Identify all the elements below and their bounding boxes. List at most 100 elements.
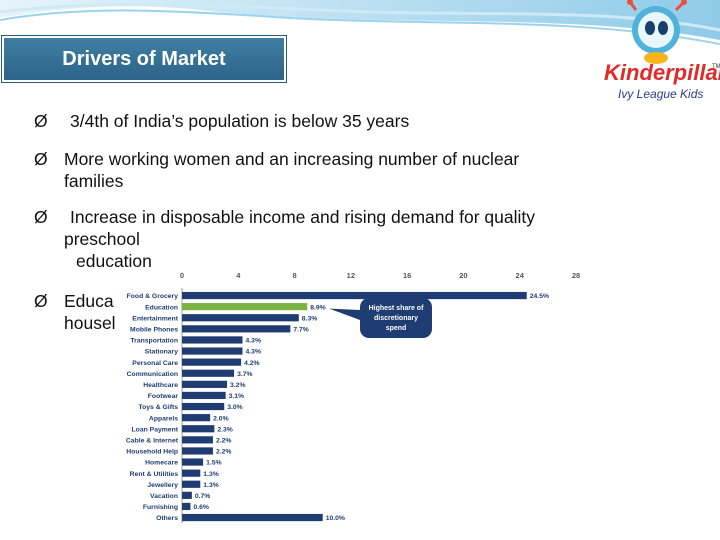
bar bbox=[182, 436, 213, 444]
category-label: Education bbox=[145, 304, 178, 311]
category-label: Footwear bbox=[148, 393, 179, 400]
logo-tm-text: TM bbox=[712, 64, 720, 70]
logo-brand-text: Kinderpillar bbox=[604, 60, 720, 85]
category-label: Vacation bbox=[150, 493, 178, 500]
category-label: Loan Payment bbox=[132, 426, 179, 433]
category-label: Cable & Internet bbox=[126, 437, 179, 444]
category-label: Toys & Gifts bbox=[138, 404, 178, 411]
value-label: 2.2% bbox=[216, 449, 232, 456]
callout-text: spend bbox=[386, 325, 407, 332]
category-label: Mobile Phones bbox=[130, 326, 178, 333]
category-label: Others bbox=[156, 515, 178, 522]
bar bbox=[182, 447, 213, 455]
kinderpillar-logo: Kinderpillar TM Ivy League Kids bbox=[604, 0, 720, 101]
category-label: Furnishing bbox=[143, 504, 178, 511]
bullet-arrow-icon: Ø bbox=[34, 291, 48, 311]
callout-text: Highest share of bbox=[369, 305, 425, 312]
value-label: 10.0% bbox=[326, 515, 345, 522]
value-label: 8.3% bbox=[302, 315, 318, 322]
bullet-item: Ø Educa housel bbox=[34, 290, 116, 334]
bar bbox=[182, 369, 235, 377]
value-label: 1.3% bbox=[203, 482, 219, 489]
value-label: 2.0% bbox=[213, 415, 229, 422]
category-label: Transportation bbox=[130, 338, 178, 345]
value-label: 2.2% bbox=[216, 437, 232, 444]
header-wave-decoration bbox=[0, 0, 720, 45]
bullet-item: Ø 3/4th of India’s population is below 3… bbox=[34, 110, 409, 132]
callout-pointer bbox=[329, 308, 360, 320]
value-label: 0.6% bbox=[193, 504, 209, 511]
bar bbox=[182, 325, 291, 333]
x-tick-label: 28 bbox=[572, 271, 580, 280]
bullet-text: More working women and an increasing num… bbox=[64, 149, 520, 169]
bar bbox=[182, 291, 527, 300]
value-label: 1.3% bbox=[203, 471, 219, 478]
logo-tagline-text: Ivy League Kids bbox=[618, 87, 703, 101]
x-tick-label: 20 bbox=[459, 271, 467, 280]
bullet-text: preschool bbox=[64, 229, 140, 249]
x-tick-label: 8 bbox=[292, 271, 296, 280]
bullet-item: Ø More working women and an increasing n… bbox=[34, 148, 519, 192]
x-tick-label: 4 bbox=[236, 271, 241, 280]
bar bbox=[182, 391, 226, 400]
category-label: Household Help bbox=[126, 449, 178, 456]
bar bbox=[182, 480, 201, 488]
bullet-text: housel bbox=[64, 313, 116, 333]
value-label: 0.7% bbox=[195, 493, 211, 500]
category-label: Rent & Utilities bbox=[130, 471, 179, 478]
category-label: Jewellery bbox=[147, 482, 178, 489]
callout-box bbox=[360, 298, 432, 338]
bar bbox=[182, 314, 299, 322]
bar bbox=[182, 513, 323, 522]
value-label: 3.1% bbox=[229, 393, 245, 400]
value-label: 4.3% bbox=[246, 338, 262, 345]
value-label: 4.3% bbox=[246, 349, 262, 356]
value-label: 24.5% bbox=[530, 293, 549, 300]
bar bbox=[182, 347, 243, 355]
bullet-text: Increase in disposable income and rising… bbox=[70, 207, 535, 227]
bar bbox=[182, 414, 211, 422]
value-label: 2.3% bbox=[217, 426, 233, 433]
x-tick-label: 24 bbox=[516, 271, 525, 280]
x-tick-label: 12 bbox=[347, 271, 355, 280]
bar-chart-svg: 0 4 8 12 16 20 24 28 Food & Grocery 24.5% Educatio… bbox=[126, 271, 580, 524]
value-label: 1.5% bbox=[206, 460, 222, 467]
value-label: 4.2% bbox=[244, 360, 260, 367]
bar bbox=[182, 380, 228, 388]
discretionary-spend-chart: 0 4 8 12 16 20 24 28 Food & Grocery 24.5% Educatio… bbox=[120, 268, 590, 528]
bullet-arrow-icon: Ø bbox=[34, 111, 48, 131]
bullet-arrow-icon: Ø bbox=[34, 207, 48, 227]
category-label: Healthcare bbox=[143, 382, 178, 389]
category-label: Stationary bbox=[145, 349, 178, 356]
category-label: Personal Care bbox=[132, 360, 178, 367]
bar bbox=[182, 425, 215, 433]
bullet-item: Ø Increase in disposable income and risi… bbox=[34, 206, 535, 272]
value-label: 3.2% bbox=[230, 382, 246, 389]
category-label: Communication bbox=[127, 371, 178, 378]
x-tick-label: 0 bbox=[180, 271, 184, 280]
bar bbox=[182, 502, 191, 511]
x-tick-label: 16 bbox=[403, 271, 411, 280]
bullet-arrow-icon: Ø bbox=[34, 149, 48, 169]
bar bbox=[182, 458, 204, 466]
bar bbox=[182, 469, 201, 477]
bullet-text: education bbox=[76, 251, 152, 271]
bar bbox=[182, 491, 192, 499]
slide-title: Drivers of Market bbox=[62, 47, 226, 70]
value-label: 7.7% bbox=[293, 326, 309, 333]
callout-text: discretionary bbox=[374, 315, 418, 322]
value-label: 3.7% bbox=[237, 371, 253, 378]
bullet-text: 3/4th of India’s population is below 35 … bbox=[70, 111, 410, 131]
bar bbox=[182, 336, 243, 344]
category-label: Homecare bbox=[145, 460, 178, 467]
bar bbox=[182, 303, 308, 311]
bar bbox=[182, 358, 242, 366]
value-label: 8.9% bbox=[310, 304, 326, 311]
bullet-text: families bbox=[64, 171, 124, 191]
category-label: Entertainment bbox=[132, 315, 178, 322]
value-label: 3.0% bbox=[227, 404, 243, 411]
category-label: Apparels bbox=[149, 415, 178, 422]
bullet-text: Educa bbox=[64, 291, 114, 311]
bar bbox=[182, 402, 225, 411]
category-label: Food & Grocery bbox=[127, 293, 179, 300]
